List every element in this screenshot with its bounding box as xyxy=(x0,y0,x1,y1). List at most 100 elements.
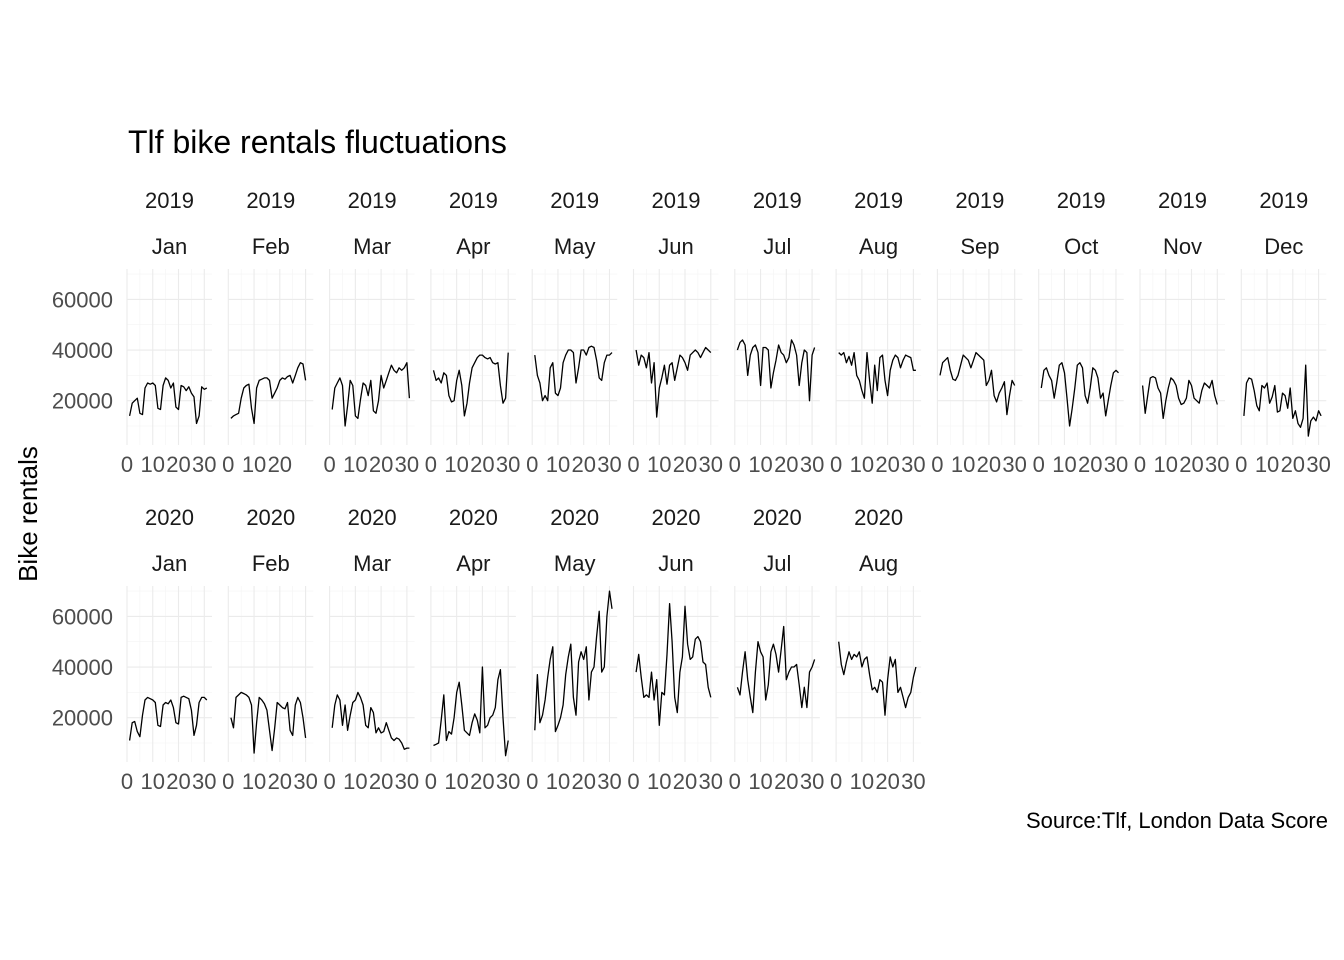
series-line xyxy=(736,625,816,714)
x-tick-label: 30 xyxy=(293,769,317,794)
facet-strip-year: 2019 xyxy=(246,188,295,213)
x-tick-label: 20 xyxy=(571,769,595,794)
x-tick-label: 0 xyxy=(425,452,437,477)
facet-strip-year: 2019 xyxy=(854,188,903,213)
facet-strip-year: 2019 xyxy=(348,188,397,213)
facet-panel-2019-dec: 2019 Dec 0 10 20 30 xyxy=(1235,188,1331,477)
x-tick-label: 0 xyxy=(729,769,741,794)
x-tick-label: 30 xyxy=(192,769,216,794)
x-tick-label: 0 xyxy=(729,452,741,477)
facet-panel-2020-apr: 2020 Apr 0 10 20 30 xyxy=(425,505,521,794)
x-tick-label: 30 xyxy=(496,452,520,477)
x-tick-label: 20 xyxy=(1281,452,1305,477)
x-tick-label: 30 xyxy=(699,452,723,477)
facet-strip-month: Dec xyxy=(1264,234,1303,259)
x-tick-label: 10 xyxy=(748,769,772,794)
x-tick-label: 0 xyxy=(526,769,538,794)
facet-strip-month: Jul xyxy=(763,551,791,576)
x-tick-label: 30 xyxy=(699,769,723,794)
x-tick-label: 10 xyxy=(850,452,874,477)
x-tick-label: 20 xyxy=(166,452,190,477)
x-tick-label: 20 xyxy=(1078,452,1102,477)
x-tick-label: 20 xyxy=(673,452,697,477)
facet-strip-month: Oct xyxy=(1064,234,1098,259)
series-line xyxy=(1040,362,1119,427)
series-line xyxy=(635,603,712,726)
x-tick-label: 10 xyxy=(546,769,570,794)
x-tick-label: 20 xyxy=(875,769,899,794)
facet-strip-year: 2019 xyxy=(753,188,802,213)
x-tick-label: 10 xyxy=(242,769,266,794)
facet-strip-month: Nov xyxy=(1163,234,1202,259)
x-tick-label: 10 xyxy=(647,452,671,477)
series-line xyxy=(128,695,208,741)
x-tick-label: 30 xyxy=(1205,452,1229,477)
x-tick-label: 30 xyxy=(1306,452,1330,477)
facet-strip-month: Apr xyxy=(456,234,490,259)
x-tick-label: 20 xyxy=(875,452,899,477)
x-tick-label: 20 xyxy=(1179,452,1203,477)
facet-strip-month: Apr xyxy=(456,551,490,576)
facet-strip-year: 2020 xyxy=(854,505,903,530)
x-tick-label: 20 xyxy=(369,452,393,477)
facet-strip-year: 2019 xyxy=(550,188,599,213)
series-line xyxy=(230,691,307,754)
facet-strip-year: 2019 xyxy=(145,188,194,213)
x-tick-label: 10 xyxy=(141,769,165,794)
x-tick-label: 20 xyxy=(977,452,1001,477)
x-tick-label: 10 xyxy=(1154,452,1178,477)
x-tick-label: 30 xyxy=(901,452,925,477)
facet-strip-month: Aug xyxy=(859,551,898,576)
series-line xyxy=(534,345,613,402)
x-tick-label: 30 xyxy=(597,452,621,477)
x-tick-label: 20 xyxy=(774,769,798,794)
x-tick-label: 30 xyxy=(496,769,520,794)
x-tick-label: 0 xyxy=(323,452,335,477)
chart-caption: Source:Tlf, London Data Score xyxy=(1026,808,1328,833)
facet-strip-month: Aug xyxy=(859,234,898,259)
x-tick-label: 10 xyxy=(647,769,671,794)
x-tick-label: 10 xyxy=(343,769,367,794)
series-line xyxy=(736,339,816,402)
series-line xyxy=(635,346,712,418)
facet-strip-month: Feb xyxy=(252,551,290,576)
x-tick-label: 20 xyxy=(268,769,292,794)
facet-strip-month: Jan xyxy=(152,551,187,576)
y-tick-label: 40000 xyxy=(52,338,113,363)
y-tick-label: 20000 xyxy=(52,706,113,731)
facet-panel-2020-jun: 2020 Jun 0 10 20 30 xyxy=(627,505,723,794)
x-tick-label: 0 xyxy=(627,452,639,477)
series-line xyxy=(534,590,613,733)
facet-panel-2020-jan: 2020 Jan 0 10 20 30 20000 40000 60000 xyxy=(52,505,217,794)
x-tick-label: 30 xyxy=(901,769,925,794)
x-tick-label: 30 xyxy=(395,452,419,477)
facet-strip-month: Mar xyxy=(353,234,391,259)
x-tick-label: 20 xyxy=(571,452,595,477)
series-line xyxy=(838,351,916,404)
series-line xyxy=(1141,375,1218,420)
facet-panel-2019-nov: 2019 Nov 0 10 20 30 xyxy=(1134,188,1230,477)
facet-panel-2019-jan: 2019 Jan 0 10 20 30 20000 40000 60000 xyxy=(52,188,217,477)
facet-strip-year: 2020 xyxy=(246,505,295,530)
x-tick-label: 0 xyxy=(121,452,133,477)
x-tick-label: 20 xyxy=(369,769,393,794)
x-tick-label: 0 xyxy=(830,769,842,794)
facet-strip-month: May xyxy=(554,234,596,259)
x-tick-label: 10 xyxy=(850,769,874,794)
facet-strip-month: Jan xyxy=(152,234,187,259)
x-tick-label: 0 xyxy=(627,769,639,794)
facet-strip-year: 2019 xyxy=(955,188,1004,213)
series-line xyxy=(331,691,410,750)
facet-strip-month: Jun xyxy=(658,234,693,259)
x-tick-label: 10 xyxy=(951,452,975,477)
facet-strip-month: May xyxy=(554,551,596,576)
series-line xyxy=(230,362,307,425)
x-tick-label: 20 xyxy=(268,452,292,477)
x-tick-label: 30 xyxy=(800,769,824,794)
x-tick-label: 10 xyxy=(141,452,165,477)
x-tick-label: 20 xyxy=(470,452,494,477)
facet-strip-year: 2020 xyxy=(145,505,194,530)
y-tick-label: 60000 xyxy=(52,604,113,629)
facet-strip-year: 2020 xyxy=(348,505,397,530)
